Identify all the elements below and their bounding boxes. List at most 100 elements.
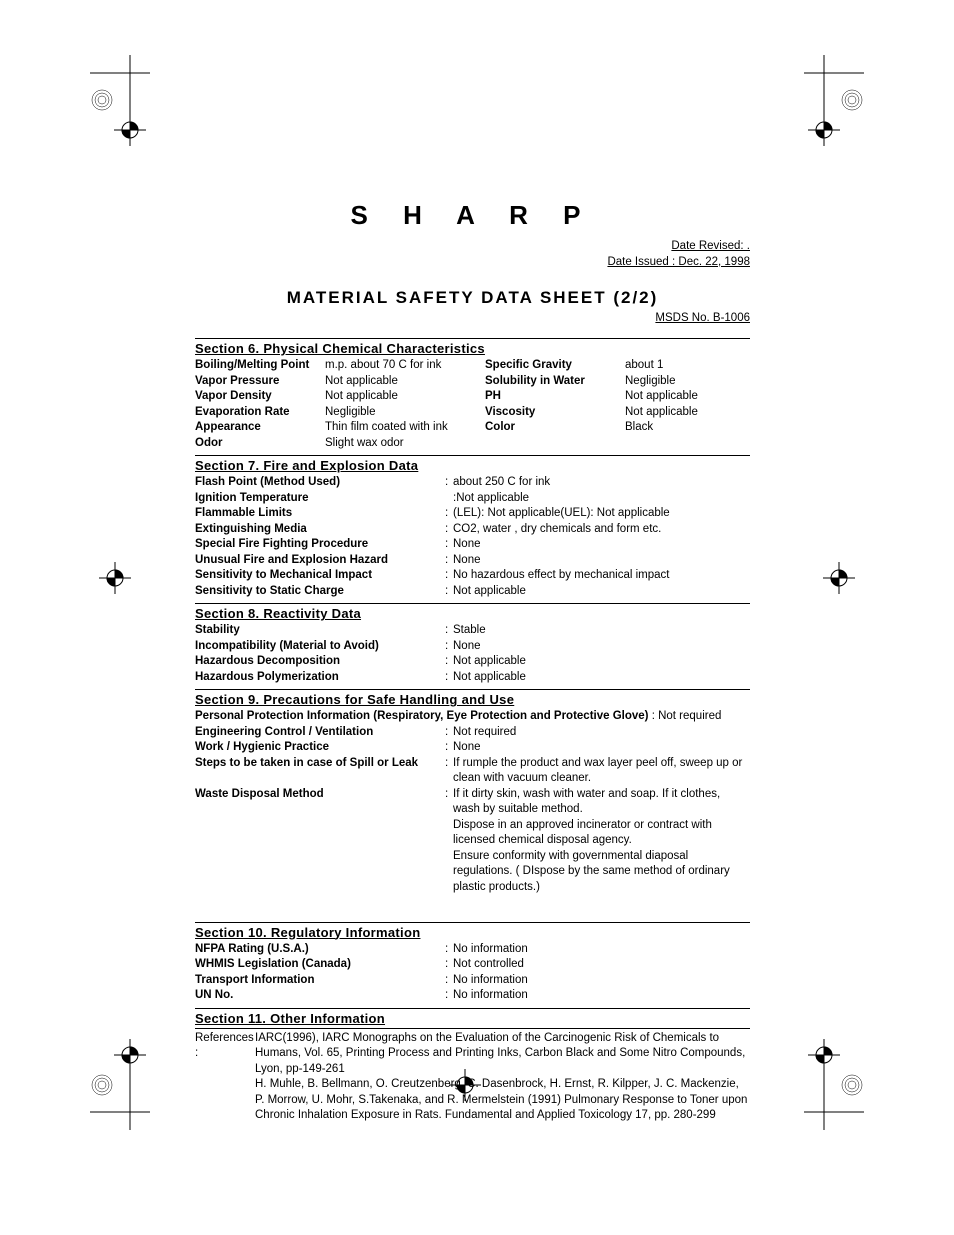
property-label: Color [485, 420, 625, 436]
property-value: Stable [453, 623, 750, 639]
colon: : [445, 623, 453, 639]
property-label: Ignition Temperature [195, 491, 445, 507]
section-11-header: Section 11. Other Information [195, 1008, 750, 1026]
colon [445, 491, 453, 507]
personal-protection-label: Personal Protection Information (Respira… [195, 709, 721, 725]
property-value: Not applicable [325, 389, 485, 405]
colon: : [445, 988, 453, 1004]
colon: : [445, 522, 453, 538]
property-label: Transport Information [195, 973, 445, 989]
property-label: NFPA Rating (U.S.A.) [195, 942, 445, 958]
section-8-body: Stability:StableIncompatibility (Materia… [195, 623, 750, 685]
page-content: S H A R P Date Revised: . Date Issued : … [195, 200, 750, 1124]
property-value: Not applicable [453, 654, 750, 670]
reg-mark-icon [85, 548, 145, 608]
property-label: Evaporation Rate [195, 405, 325, 421]
property-label: Unusual Fire and Explosion Hazard [195, 553, 445, 569]
property-label: Incompatibility (Material to Avoid) [195, 639, 445, 655]
property-label: Sensitivity to Mechanical Impact [195, 568, 445, 584]
msds-number: MSDS No. B-1006 [195, 312, 750, 324]
property-label: Extinguishing Media [195, 522, 445, 538]
property-label: Vapor Pressure [195, 374, 325, 390]
property-label: WHMIS Legislation (Canada) [195, 957, 445, 973]
property-value: No information [453, 988, 750, 1004]
property-label: Vapor Density [195, 389, 325, 405]
property-value: Not required [453, 725, 750, 741]
property-value: Dispose in an approved incinerator or co… [453, 818, 750, 849]
reg-mark-icon [90, 100, 150, 160]
colon: : [445, 537, 453, 553]
property-value: Not applicable [453, 670, 750, 686]
section-9-header: Section 9. Precautions for Safe Handling… [195, 689, 750, 707]
date-revised: Date Revised: . [671, 240, 750, 252]
colon: : [445, 973, 453, 989]
property-value: (LEL): Not applicable(UEL): Not applicab… [453, 506, 750, 522]
property-value: None [453, 740, 750, 756]
references-label: References : [195, 1031, 255, 1124]
reg-mark-icon [90, 1070, 150, 1130]
colon: : [445, 670, 453, 686]
property-value: Negligible [325, 405, 485, 421]
property-value: about 1 [625, 358, 750, 374]
section-9-body: Personal Protection Information (Respira… [195, 709, 750, 895]
colon: : [445, 725, 453, 741]
section-6-body: Boiling/Melting Pointm.p. about 70 C for… [195, 358, 750, 451]
colon: : [445, 740, 453, 756]
colon: : [445, 957, 453, 973]
brand-title: S H A R P [195, 200, 750, 231]
section-10-body: NFPA Rating (U.S.A.):No informationWHMIS… [195, 942, 750, 1004]
property-label: Sensitivity to Static Charge [195, 584, 445, 600]
property-value: None [453, 553, 750, 569]
property-value: Not applicable [453, 584, 750, 600]
property-value: No information [453, 973, 750, 989]
property-label: Specific Gravity [485, 358, 625, 374]
property-label: Boiling/Melting Point [195, 358, 325, 374]
section-6-header: Section 6. Physical Chemical Characteris… [195, 338, 750, 356]
property-label: Odor [195, 436, 325, 452]
colon: : [445, 942, 453, 958]
section-10-header: Section 10. Regulatory Information [195, 922, 750, 940]
property-value: Not applicable [625, 405, 750, 421]
property-label: PH [485, 389, 625, 405]
property-value: If rumple the product and wax layer peel… [453, 756, 750, 787]
property-label: Solubility in Water [485, 374, 625, 390]
property-label: UN No. [195, 988, 445, 1004]
colon: : [445, 568, 453, 584]
property-label: Hazardous Decomposition [195, 654, 445, 670]
property-value: Not applicable [325, 374, 485, 390]
property-value: None [453, 639, 750, 655]
property-value: Not controlled [453, 957, 750, 973]
property-label: Steps to be taken in case of Spill or Le… [195, 756, 445, 787]
reg-mark-icon [809, 548, 869, 608]
colon: : [445, 553, 453, 569]
property-label: Stability [195, 623, 445, 639]
property-value: Thin film coated with ink [325, 420, 485, 436]
property-value [625, 436, 750, 452]
references: References : IARC(1996), IARC Monographs… [195, 1031, 750, 1124]
property-value: None [453, 537, 750, 553]
document-title: MATERIAL SAFETY DATA SHEET (2/2) [195, 288, 750, 308]
property-value: Ensure conformity with governmental diap… [453, 849, 750, 896]
property-label: Flash Point (Method Used) [195, 475, 445, 491]
section-7-header: Section 7. Fire and Explosion Data [195, 455, 750, 473]
colon: : [445, 787, 453, 818]
reg-mark-icon [804, 1070, 864, 1130]
reg-mark-icon [804, 100, 864, 160]
property-label: Appearance [195, 420, 325, 436]
section-7-body: Flash Point (Method Used): about 250 C fo… [195, 475, 750, 599]
property-value: m.p. about 70 C for ink [325, 358, 485, 374]
property-value: about 250 C for ink [453, 475, 750, 491]
date-block: Date Revised: . Date Issued : Dec. 22, 1… [195, 239, 750, 270]
property-label: Engineering Control / Ventilation [195, 725, 445, 741]
references-text: IARC(1996), IARC Monographs on the Evalu… [255, 1031, 750, 1124]
property-label: Special Fire Fighting Procedure [195, 537, 445, 553]
property-value: Negligible [625, 374, 750, 390]
property-value: Not applicable [625, 389, 750, 405]
colon: : [445, 654, 453, 670]
property-value: If it dirty skin, wash with water and so… [453, 787, 750, 818]
property-label: Flammable Limits [195, 506, 445, 522]
property-label: Waste Disposal Method [195, 787, 445, 818]
property-value: No information [453, 942, 750, 958]
property-value: CO2, water , dry chemicals and form etc. [453, 522, 750, 538]
section-8-header: Section 8. Reactivity Data [195, 603, 750, 621]
